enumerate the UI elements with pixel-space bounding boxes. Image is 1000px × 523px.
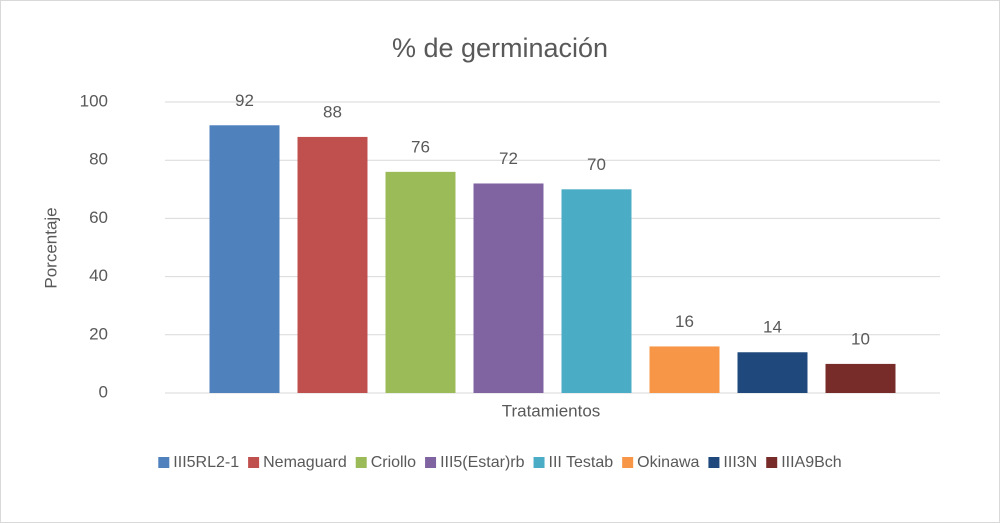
legend-swatch	[622, 457, 634, 468]
legend-swatch	[425, 457, 437, 468]
y-tick-label: 40	[89, 266, 108, 285]
y-tick-label: 60	[89, 208, 108, 227]
bar	[473, 183, 544, 393]
data-label: 76	[411, 137, 430, 156]
legend-label: Nemaguard	[263, 454, 347, 471]
legend-label: III5RL2-1	[173, 454, 239, 471]
bar	[385, 171, 456, 393]
data-label: 16	[675, 312, 694, 331]
data-label: 88	[323, 102, 342, 121]
data-label: 72	[499, 149, 518, 168]
y-tick-label: 100	[80, 91, 108, 110]
data-label: 92	[235, 91, 254, 110]
chart-title: % de germinación	[392, 33, 608, 63]
y-axis-label: Porcentaje	[41, 207, 60, 288]
bar	[297, 136, 368, 394]
legend-label: III3N	[723, 454, 757, 471]
data-label: 10	[851, 329, 870, 348]
bar	[825, 363, 896, 393]
legend-swatch	[708, 457, 720, 468]
y-tick-label: 20	[89, 324, 108, 343]
legend-swatch	[158, 457, 170, 468]
legend-label: IIIA9Bch	[781, 454, 841, 471]
legend-label: Okinawa	[637, 454, 699, 471]
legend-label: III5(Estar)rb	[440, 454, 525, 471]
legend-swatch	[533, 457, 545, 468]
legend-swatch	[248, 457, 260, 468]
y-tick-label: 0	[99, 382, 108, 401]
legend-label: III Testab	[549, 454, 614, 471]
legend-swatch	[355, 457, 367, 468]
bar	[561, 189, 632, 393]
data-label: 14	[763, 318, 782, 337]
y-tick-label: 80	[89, 150, 108, 169]
data-label: 70	[587, 155, 606, 174]
x-axis-label: Tratamientos	[502, 401, 601, 420]
legend-swatch	[766, 457, 778, 468]
bar	[209, 125, 280, 393]
legend-label: Criollo	[371, 454, 416, 471]
bar	[737, 352, 808, 393]
bar	[649, 346, 720, 393]
